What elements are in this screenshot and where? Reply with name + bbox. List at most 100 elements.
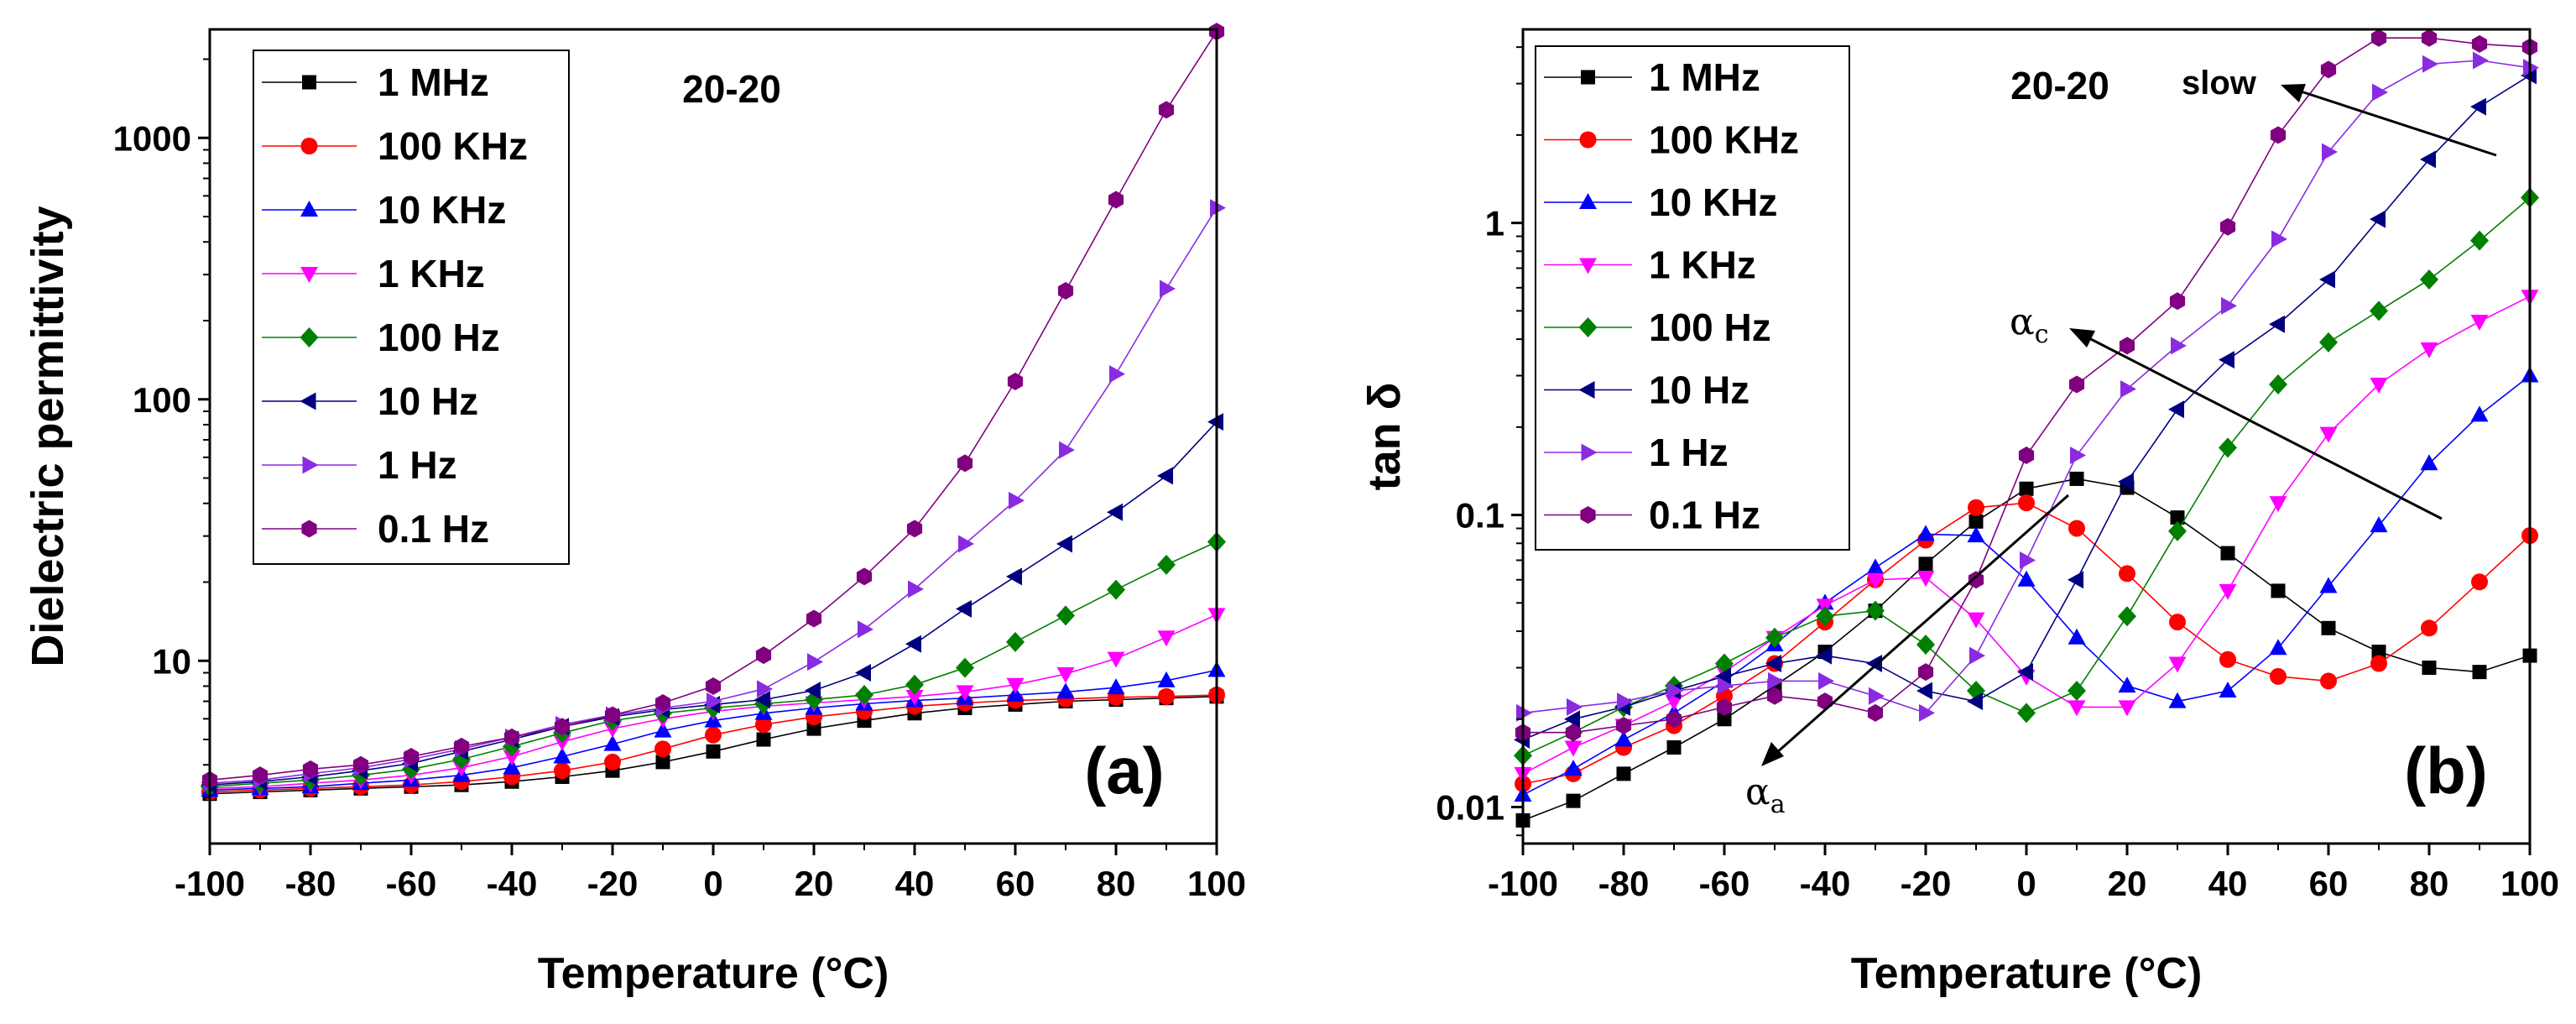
panel-b-point-1-mhz-60 xyxy=(1717,712,1732,727)
panel-b-x-tick-label-80: -80 xyxy=(1598,864,1650,903)
panel-b-point-100-khz-30 xyxy=(2169,614,2186,631)
panel-a-point-1-mhz-20 xyxy=(806,721,821,736)
panel-a-point-100-khz-90 xyxy=(1158,687,1175,705)
panel-b-point-10-hz-0 xyxy=(2017,663,2033,682)
panel-b-point-1-hz-10 xyxy=(2070,447,2086,465)
panel-b-series-100-hz xyxy=(1514,187,2539,766)
panel-b-point-1-hz-80 xyxy=(1617,692,1633,711)
panel-a-point-0-1-hz-80 xyxy=(1108,191,1124,209)
panel-b-point-1-hz-10 xyxy=(1969,646,1985,665)
alpha-a-symbol: α xyxy=(1745,771,1770,813)
panel-a-x-tick-label-60: 60 xyxy=(996,864,1035,903)
panel-b-x-tick-label-40: 40 xyxy=(2208,864,2248,903)
panel-b-point-100-hz-20 xyxy=(2118,606,2136,627)
panel-a-label: (a) xyxy=(1084,734,1164,807)
panel-b-point-100-hz-60 xyxy=(2319,332,2338,353)
panel-b-point-100-hz-50 xyxy=(1765,627,1784,648)
panel-a-point-10-hz-20 xyxy=(805,682,821,700)
panel-b-point-1-mhz-10 xyxy=(2069,471,2084,486)
panel-b-x-tick-label-40: -40 xyxy=(1800,864,1851,903)
panel-a-point-10-hz-30 xyxy=(855,664,871,682)
panel-b-point-1-khz-60 xyxy=(2319,426,2338,443)
panel-b-point-10-khz-10 xyxy=(2068,628,2086,645)
panel-a-series-0-1-hz xyxy=(201,23,1225,789)
panel-b-point-10-hz-70 xyxy=(2370,210,2386,228)
panel-a-point-10-khz-30 xyxy=(553,747,571,764)
panel-b-point-0-1-hz-90 xyxy=(1565,724,1582,742)
panel-a-point-100-khz-30 xyxy=(554,762,571,780)
panel-b-point-1-hz-90 xyxy=(1567,697,1583,716)
panel-b-point-10-khz-70 xyxy=(2370,516,2388,533)
panel-a-point-1-hz-90 xyxy=(1160,280,1176,298)
panel-a-y-axis-title: Dielectric permittivity xyxy=(23,206,73,666)
panel-b-legend-label-1-khz: 1 KHz xyxy=(1649,243,1756,287)
panel-b-point-10-khz-30 xyxy=(1866,558,1885,575)
panel-a-point-100-hz-70 xyxy=(1056,605,1075,626)
panel-b-point-1-hz-70 xyxy=(1667,682,1683,700)
panel-b-point-10-hz-50 xyxy=(1765,655,1781,673)
panel-b-point-1-mhz-30 xyxy=(2170,510,2185,525)
panel-a-point-1-khz-60 xyxy=(1006,677,1025,694)
panel-b-legend-label-0-1-hz: 0.1 Hz xyxy=(1649,494,1760,537)
panel-b-point-100-khz-80 xyxy=(2421,619,2438,637)
panel-a-x-tick-label-20: 20 xyxy=(795,864,834,903)
panel-a-point-0-1-hz-60 xyxy=(403,747,420,765)
panel-b-legend-label-10-hz: 10 Hz xyxy=(1649,368,1749,412)
panel-b-point-10-hz-20 xyxy=(2118,473,2134,491)
alpha-a-arrow-head xyxy=(1761,742,1784,766)
panel-a-point-10-hz-10 xyxy=(754,691,770,709)
panel-a-point-10-khz-10 xyxy=(654,721,672,738)
panel-a-x-tick-label-100: -100 xyxy=(175,864,245,903)
panel-b-point-1-khz-50 xyxy=(2269,496,2287,513)
panel-b-point-100-hz-50 xyxy=(2269,374,2287,394)
panel-b-x-axis-title: Temperature (°C) xyxy=(1851,949,2203,998)
panel-a-point-1-khz-40 xyxy=(503,750,521,766)
panel-a-legend-item-100-hz: 100 Hz xyxy=(262,316,500,359)
panel-b-point-10-khz-10 xyxy=(1967,526,1985,543)
panel-b-point-10-hz-30 xyxy=(2168,400,2184,419)
panel-a-point-10-hz-70 xyxy=(1056,535,1072,553)
panel-a-point-10-khz-90 xyxy=(1157,671,1176,687)
panel-b-legend-label-100-khz: 100 KHz xyxy=(1649,118,1799,162)
panel-b-point-1-hz-30 xyxy=(2171,337,2187,355)
panel-a-legend: 1 MHz 100 KHz 10 KHz 1 KHz 100 Hz 10 Hz 1 Hz 0.… xyxy=(262,60,528,551)
panel-b-point-100-hz-80 xyxy=(2420,269,2438,290)
panel-b-legend-label-10-khz: 10 KHz xyxy=(1649,180,1777,224)
panel-b-x-tick-label-0: 0 xyxy=(2016,864,2036,903)
panel-b-x-tick-label-100: 100 xyxy=(2500,864,2559,903)
panel-a-point-0-1-hz-20 xyxy=(604,706,621,724)
panel-a-legend-marker-100-khz xyxy=(300,138,318,154)
panel-b-point-1-mhz-40 xyxy=(2220,546,2235,561)
panel-b-y-tick-label-0-1: 0.1 xyxy=(1456,496,1504,536)
panel-a-point-10-hz-50 xyxy=(956,599,972,618)
panel-a-point-0-1-hz-70 xyxy=(1057,282,1074,300)
panel-b-point-0-1-hz-60 xyxy=(1716,697,1733,716)
panel-b-point-1-khz-70 xyxy=(2370,377,2388,394)
panel-b-point-100-khz-70 xyxy=(2370,655,2387,672)
panel-b-legend-box xyxy=(1535,45,1850,551)
panel-a-legend-marker-10-hz xyxy=(300,392,316,410)
panel-a-point-1-hz-40 xyxy=(908,580,924,598)
panel-b-legend: 1 MHz 100 KHz 10 KHz 1 KHz 100 Hz 10 Hz 1 Hz 0.… xyxy=(1544,55,1799,537)
alpha-a-arrow-line xyxy=(1768,494,2069,761)
panel-b-legend-marker-1-hz xyxy=(1581,443,1598,462)
panel-b-point-0-1-hz-70 xyxy=(2370,29,2387,47)
panel-a-legend-item-10-hz: 10 Hz xyxy=(262,379,478,423)
panel-b-point-100-hz-20 xyxy=(1916,634,1935,655)
panel-b-point-1-khz-30 xyxy=(1866,572,1885,589)
panel-b-point-1-mhz-90 xyxy=(2472,665,2487,680)
panel-b-point-0-1-hz-60 xyxy=(2320,60,2337,79)
panel-b-x-tick-label-20: 20 xyxy=(2108,864,2147,903)
panel-b-point-0-1-hz-90 xyxy=(2471,34,2488,53)
panel-a-legend-label-1-khz: 1 KHz xyxy=(378,252,485,295)
panel-b-legend-marker-1-mhz xyxy=(1581,70,1595,85)
panel-b-y-tick-label-1: 1 xyxy=(1485,204,1504,243)
panel-a-legend-label-100-khz: 100 KHz xyxy=(378,124,528,168)
panel-b-point-10-khz-20 xyxy=(1916,525,1935,541)
panel-a-point-10-khz-70 xyxy=(1056,682,1075,699)
panel-a-point-1-mhz-10 xyxy=(655,755,670,770)
panel-b-point-1-mhz-70 xyxy=(1666,740,1682,755)
panel-b-point-1-hz-0 xyxy=(2020,551,2036,569)
panel-a-x-tick-label-80: 80 xyxy=(1097,864,1136,903)
